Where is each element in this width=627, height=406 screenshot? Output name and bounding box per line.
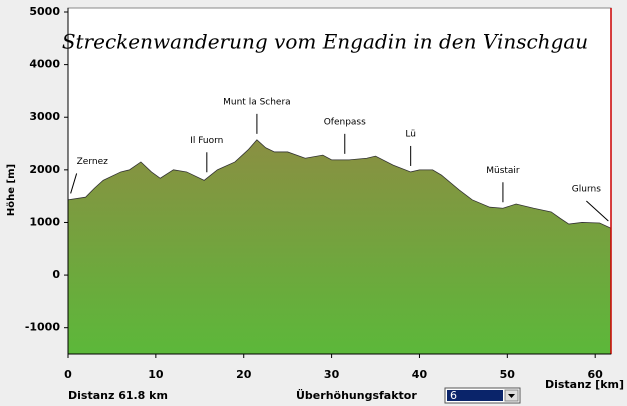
y-tick-label: 2000 (29, 163, 60, 176)
factor-label: Überhöhungsfaktor (296, 388, 417, 402)
select-arrow (508, 394, 515, 398)
y-tick-label: 0 (52, 268, 60, 281)
y-tick-label: -1000 (25, 321, 61, 334)
x-tick-label: 50 (500, 368, 516, 381)
x-tick-label: 20 (236, 368, 252, 381)
distance-status: Distanz 61.8 km (68, 389, 168, 402)
factor-select[interactable]: 6 (444, 387, 521, 404)
annotation-label: Lü (405, 129, 416, 139)
y-axis-label: Höhe [m] (6, 164, 17, 216)
annotation-line (70, 173, 78, 194)
x-axis-label: Distanz [km] (545, 378, 624, 391)
x-tick-label: 0 (64, 368, 72, 381)
y-tick-label: 5000 (29, 5, 60, 18)
select-value: 6 (450, 389, 457, 402)
x-tick-label: 60 (588, 368, 604, 381)
x-tick-label: 10 (148, 368, 164, 381)
y-tick-label: 4000 (29, 58, 60, 71)
annotation-label: Glurns (572, 185, 601, 195)
annotation-label: Zernez (77, 157, 108, 167)
annotation-line (586, 200, 609, 222)
annotation-label: Il Fuorn (190, 136, 223, 146)
annotation-label: Munt la Schera (223, 97, 291, 107)
select-highlight (447, 390, 503, 401)
chart-title: Streckenwanderung vom Engadin in den Vin… (62, 30, 588, 54)
annotation-label: Ofenpass (324, 117, 366, 127)
elevation-area (67, 139, 612, 355)
annotation-label: Müstair (486, 166, 520, 176)
y-tick-label: 1000 (29, 215, 60, 228)
y-tick-label: 3000 (29, 110, 60, 123)
x-tick-label: 40 (412, 368, 428, 381)
x-tick-label: 30 (324, 368, 340, 381)
